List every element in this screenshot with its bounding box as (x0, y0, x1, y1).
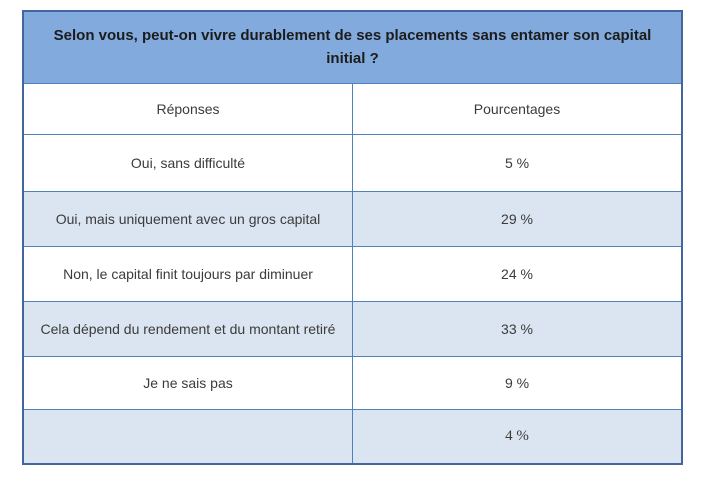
response-value: 4 % (352, 408, 683, 465)
column-header-responses: Réponses (22, 82, 353, 135)
response-value: 5 % (352, 133, 683, 192)
response-value: 24 % (352, 245, 683, 302)
response-label: Je ne sais pas (22, 355, 353, 410)
table-title-row: Selon vous, peut-on vivre durablement de… (22, 10, 683, 84)
response-value: 9 % (352, 355, 683, 410)
column-header-percentages: Pourcentages (352, 82, 683, 135)
table-row: Cela dépend du rendement et du montant r… (22, 300, 683, 357)
table-row: Oui, sans difficulté 5 % (22, 133, 683, 192)
survey-results-table: Selon vous, peut-on vivre durablement de… (22, 10, 683, 465)
response-label: Non, le capital finit toujours par dimin… (22, 245, 353, 302)
response-label: Oui, mais uniquement avec un gros capita… (22, 190, 353, 247)
column-header-row: Réponses Pourcentages (22, 82, 683, 135)
response-label: Cela dépend du rendement et du montant r… (22, 300, 353, 357)
table-title: Selon vous, peut-on vivre durablement de… (22, 10, 683, 84)
table-row: 4 % (22, 408, 683, 465)
response-value: 33 % (352, 300, 683, 357)
response-label (22, 408, 353, 465)
response-label: Oui, sans difficulté (22, 133, 353, 192)
response-value: 29 % (352, 190, 683, 247)
table-row: Non, le capital finit toujours par dimin… (22, 245, 683, 302)
table-row: Oui, mais uniquement avec un gros capita… (22, 190, 683, 247)
table-row: Je ne sais pas 9 % (22, 355, 683, 410)
